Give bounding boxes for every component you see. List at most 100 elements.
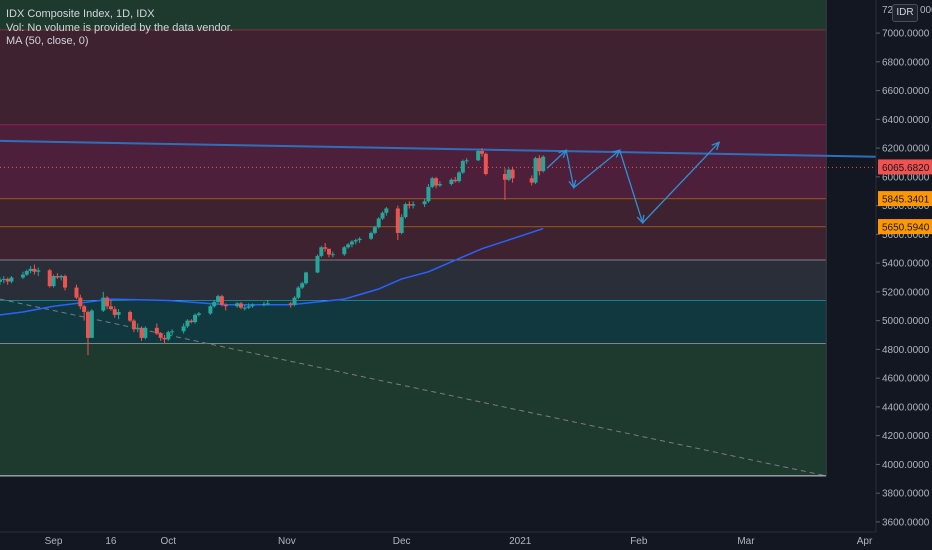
candle-body-80	[437, 184, 442, 186]
candle-body-64	[353, 240, 358, 242]
candle-body-28	[143, 327, 148, 338]
zones-layer	[0, 0, 827, 477]
candle-body-11	[55, 276, 60, 278]
candle-body-76	[422, 201, 427, 205]
candle-body-52	[292, 297, 297, 305]
candle-body-81	[449, 179, 454, 185]
price-tick-label-16: 6800.0000	[882, 57, 930, 68]
candle-body-82	[453, 179, 458, 182]
candle-body-38	[196, 313, 201, 315]
candle-body-45	[238, 303, 243, 308]
candle-body-89	[502, 173, 507, 180]
candle-body-50	[265, 303, 270, 305]
price-zone-6	[0, 300, 827, 344]
candle-body-20	[105, 297, 110, 307]
candle-body-67	[372, 227, 377, 233]
candle-body-48	[250, 304, 255, 307]
time-axis-bg	[0, 532, 876, 550]
candle-body-73	[403, 204, 408, 218]
chart-legend: IDX Composite Index, 1D, IDX Vol: No vol…	[6, 8, 233, 49]
price-tick-label-2: 4000.0000	[882, 460, 930, 471]
candle-body-49	[261, 304, 266, 306]
time-tick-label-2: Oct	[161, 536, 177, 547]
time-tick-label-8: Apr	[857, 536, 873, 547]
price-tick-label-9: 5400.0000	[882, 259, 930, 270]
candle-body-30	[158, 333, 163, 338]
candle-body-23	[116, 312, 121, 315]
ma-indicator-label[interactable]: MA (50, close, 0)	[6, 35, 89, 47]
price-zone-1	[0, 30, 827, 126]
price-label-box-0	[878, 159, 932, 175]
price-tick-label-14: 6400.0000	[882, 115, 930, 126]
price-axis-bg	[876, 0, 932, 550]
candle-body-10	[51, 276, 56, 287]
symbol-title[interactable]: IDX Composite Index, 1D, IDX	[6, 8, 155, 20]
price-tick-label-10: 5600.0000	[882, 230, 930, 241]
candle-body-35	[185, 320, 190, 327]
candle-body-29	[154, 327, 159, 334]
projection-segment-3	[619, 150, 644, 224]
candle-body-95	[541, 156, 546, 172]
candle-body-68	[376, 218, 381, 228]
candle-body-55	[304, 272, 309, 284]
candle-body-88	[483, 153, 488, 174]
time-tick-label-4: Dec	[393, 536, 411, 547]
price-label-text-1: 5845.3401	[882, 195, 930, 206]
price-tick-label-3: 4200.0000	[882, 431, 930, 442]
candle-body-24	[128, 312, 133, 321]
price-axis[interactable]: 3600.0000 3800.0000 4000.0000 4200.0000 4400…	[875, 0, 932, 550]
price-zone-0	[0, 0, 827, 31]
candle-body-21	[108, 306, 113, 310]
candle-body-86	[476, 150, 481, 161]
dashed-support-trendline	[0, 298, 827, 477]
candle-body-94	[537, 158, 542, 172]
candle-body-16	[82, 306, 87, 313]
price-zone-2	[0, 125, 827, 200]
candle-body-2	[5, 278, 10, 282]
time-tick-label-1: 16	[105, 536, 117, 547]
candle-body-84	[460, 161, 465, 173]
candle-body-69	[380, 212, 385, 219]
candle-body-59	[326, 248, 331, 255]
ma-50-line	[0, 227, 544, 316]
price-zone-5	[0, 260, 827, 301]
candle-body-79	[434, 178, 439, 186]
price-label-box-2	[878, 219, 932, 235]
candle-body-53	[296, 287, 301, 298]
candle-body-47	[246, 306, 251, 308]
candle-body-37	[193, 314, 198, 323]
price-tick-label-1: 3800.0000	[882, 489, 930, 500]
price-label-box-1	[878, 191, 932, 207]
price-tick-label-0: 3600.0000	[882, 517, 930, 528]
projection-segment-1	[565, 150, 575, 188]
currency-badge[interactable]: IDR	[892, 4, 918, 22]
volume-note: Vol: No volume is provided by the data v…	[6, 21, 233, 34]
candle-body-13	[63, 276, 68, 288]
price-zone-7	[0, 343, 827, 476]
candle-body-36	[189, 320, 194, 323]
candle-body-15	[78, 297, 83, 307]
candle-body-22	[112, 309, 117, 315]
candle-body-17	[85, 312, 90, 338]
candle-body-91	[510, 169, 515, 179]
candle-body-33	[170, 331, 175, 333]
price-tick-label-15: 6600.0000	[882, 86, 930, 97]
price-tick-label-11: 5800.0000	[882, 201, 930, 212]
candle-body-42	[219, 296, 224, 305]
candle-body-25	[131, 320, 136, 330]
candle-body-6	[28, 268, 33, 272]
candle-body-1	[1, 278, 6, 280]
candle-body-41	[216, 296, 221, 302]
resistance-trendline	[0, 139, 877, 158]
price-label-text-2: 5650.5940	[882, 223, 930, 234]
price-tick-label-5: 4600.0000	[882, 374, 930, 385]
candle-body-78	[430, 178, 435, 187]
time-tick-label-3: Nov	[278, 536, 296, 547]
time-axis[interactable]: Sep 16 Oct Nov Dec 2021 Feb Mar Apr	[0, 531, 876, 550]
candle-body-74	[407, 204, 412, 206]
candle-body-5	[24, 271, 29, 275]
price-zone-4	[0, 227, 827, 261]
price-tick-label-8: 5200.0000	[882, 287, 930, 298]
